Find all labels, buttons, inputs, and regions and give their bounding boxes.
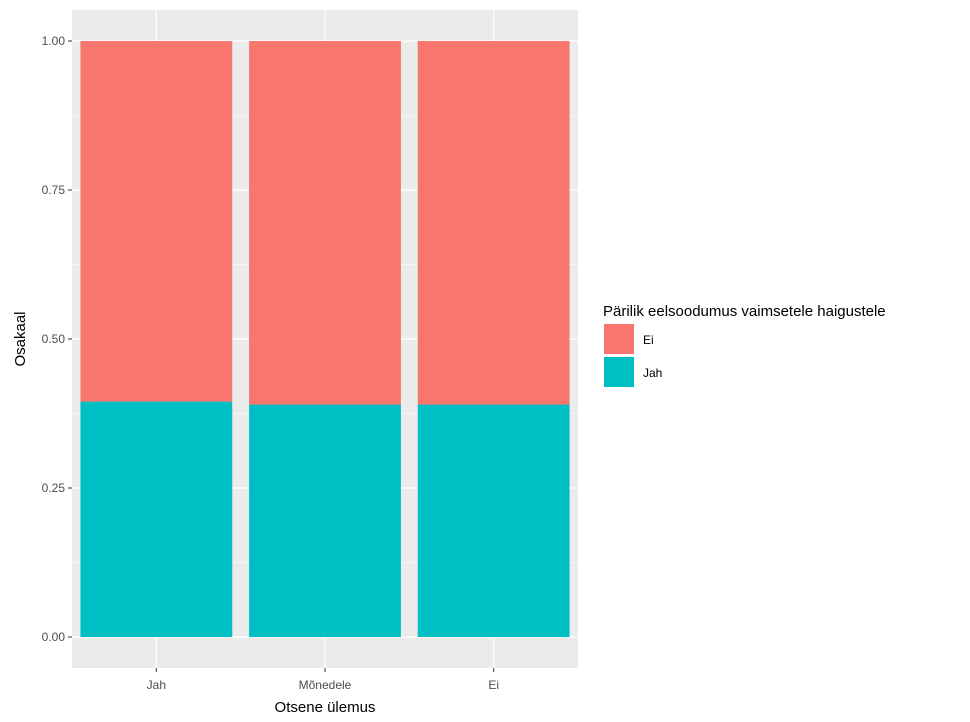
x-axis: Jah Mõnedele Ei <box>147 668 499 692</box>
bar-segment-ei <box>80 41 233 402</box>
y-axis-title: Osakaal <box>12 311 29 366</box>
legend-label: Jah <box>643 366 662 380</box>
bar-segment-jah <box>80 401 233 637</box>
x-tick-label: Mõnedele <box>299 678 352 692</box>
y-tick-label: 0.25 <box>42 481 66 495</box>
legend-key-jah <box>604 357 634 387</box>
bars <box>80 41 570 637</box>
y-tick-label: 0.50 <box>42 332 66 346</box>
y-tick-label: 0.00 <box>42 630 66 644</box>
x-axis-title: Otsene ülemus <box>275 699 376 716</box>
y-tick-label: 1.00 <box>42 34 66 48</box>
bar-segment-ei <box>417 41 570 405</box>
x-tick-label: Jah <box>147 678 166 692</box>
bar-segment-jah <box>249 404 401 637</box>
y-axis: 0.00 0.25 0.50 0.75 1.00 <box>42 34 72 644</box>
legend: Pärilik eelsoodumus vaimsetele haigustel… <box>603 303 886 387</box>
x-tick-label: Ei <box>488 678 499 692</box>
legend-label: Ei <box>643 333 654 347</box>
legend-title: Pärilik eelsoodumus vaimsetele haigustel… <box>603 303 886 320</box>
bar-segment-jah <box>417 404 570 637</box>
y-tick-label: 0.75 <box>42 183 66 197</box>
bar-segment-ei <box>249 41 401 405</box>
legend-key-ei <box>604 324 634 354</box>
